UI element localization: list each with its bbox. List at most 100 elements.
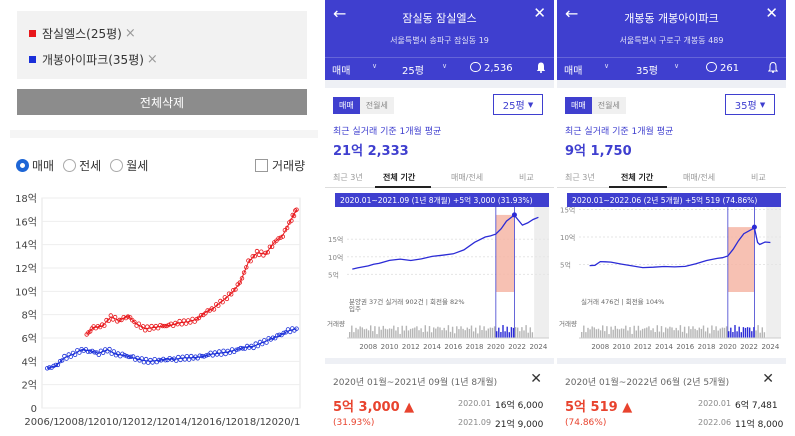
- volume-bar: [367, 330, 370, 338]
- data-point: [132, 319, 137, 325]
- volume-bar: [388, 328, 391, 338]
- volume-bar: [472, 331, 475, 338]
- tab-all-period[interactable]: 전체 기간: [621, 173, 654, 182]
- end-price: 21억 9,000: [495, 420, 544, 430]
- data-point: [221, 348, 226, 353]
- volume-bar: [416, 326, 418, 338]
- deal-type-select[interactable]: 매매: [332, 62, 350, 77]
- volume-bar: [395, 330, 397, 338]
- close-icon[interactable]: ✕: [530, 371, 542, 387]
- data-point: [240, 346, 245, 351]
- data-point: [231, 287, 236, 293]
- size-dropdown[interactable]: 25평 ▼: [493, 94, 543, 115]
- radio-sale[interactable]: 매매: [16, 157, 54, 174]
- volume-bar: [424, 325, 426, 338]
- data-point: [108, 313, 113, 318]
- data-point: [178, 357, 183, 363]
- comments-button[interactable]: 261: [706, 62, 739, 74]
- volume-bar: [589, 329, 591, 338]
- volume-bar: [512, 327, 515, 338]
- data-point: [289, 218, 294, 223]
- data-point: [224, 296, 230, 302]
- volume-bar: [690, 329, 692, 338]
- volume-bar: [508, 332, 510, 338]
- tab-compare[interactable]: 비교: [519, 173, 534, 182]
- segment-sale[interactable]: 매매: [565, 97, 592, 114]
- size-select[interactable]: 35평: [636, 62, 658, 77]
- volume-bar: [451, 326, 454, 338]
- transaction-note: 실거래 476건 | 회전율 104%: [581, 297, 664, 306]
- tab-recent-3y[interactable]: 최근 3년: [333, 173, 363, 182]
- volume-bar: [487, 328, 489, 338]
- volume-bar: [357, 329, 359, 338]
- x-tick-label: 2016/1: [196, 417, 231, 428]
- bell-icon[interactable]: [768, 62, 778, 73]
- back-arrow-icon[interactable]: ←: [565, 4, 579, 23]
- bell-icon[interactable]: [536, 62, 546, 73]
- remove-icon[interactable]: ×: [124, 26, 136, 41]
- tab-sale-jeonse[interactable]: 매매/전세: [451, 173, 484, 182]
- back-arrow-icon[interactable]: ←: [333, 4, 347, 23]
- data-point: [111, 349, 116, 354]
- size-dropdown-value: 25평: [502, 101, 525, 112]
- volume-bar: [456, 326, 458, 338]
- size-select[interactable]: 25평: [402, 62, 424, 77]
- x-tick-label: 2010: [613, 343, 631, 351]
- segment-sale[interactable]: 매매: [333, 97, 360, 114]
- tab-sale-jeonse[interactable]: 매매/전세: [683, 173, 716, 182]
- volume-bar: [740, 332, 742, 338]
- volume-bar: [593, 327, 595, 338]
- close-icon[interactable]: ✕: [533, 4, 546, 22]
- chevron-down-icon[interactable]: ∨: [674, 62, 680, 70]
- data-point: [164, 323, 169, 329]
- radio-jeonse[interactable]: 전세: [63, 157, 101, 174]
- y-tick-label: 10억: [560, 234, 575, 242]
- x-tick-label: 2012: [402, 343, 420, 351]
- price-line: [352, 214, 539, 270]
- volume-bar: [384, 328, 387, 338]
- y-tick-label: 16억: [15, 216, 37, 228]
- close-icon[interactable]: ✕: [765, 4, 778, 22]
- data-point: [68, 354, 73, 359]
- volume-bar: [531, 332, 534, 338]
- tab-recent-3y[interactable]: 최근 3년: [565, 173, 595, 182]
- chevron-down-icon[interactable]: ∨: [442, 62, 448, 70]
- chevron-down-icon[interactable]: ∨: [604, 62, 610, 70]
- volume-bar: [353, 332, 355, 338]
- segment-rent[interactable]: 전월세: [591, 97, 626, 114]
- tab-all-period[interactable]: 전체 기간: [383, 173, 416, 182]
- x-tick-label: 2008/1: [59, 417, 94, 428]
- tab-compare[interactable]: 비교: [751, 173, 766, 182]
- close-icon[interactable]: ✕: [762, 371, 774, 387]
- remove-icon[interactable]: ×: [146, 52, 158, 67]
- volume-bar: [430, 332, 433, 338]
- delete-all-button[interactable]: 전체삭제: [17, 89, 307, 115]
- data-point: [201, 354, 207, 359]
- caret-down-icon: ▼: [759, 100, 766, 109]
- volume-bar: [599, 330, 602, 338]
- size-dropdown[interactable]: 35평 ▼: [725, 94, 775, 115]
- data-point: [216, 303, 221, 308]
- comment-count: 261: [720, 63, 740, 74]
- section-divider: [325, 358, 554, 364]
- volume-bar: [479, 325, 481, 338]
- volume-checkbox[interactable]: 거래량: [255, 157, 305, 174]
- volume-bar: [460, 326, 462, 338]
- x-tick-label: 2018/1: [231, 417, 266, 428]
- volume-bar: [443, 327, 445, 338]
- data-point: [196, 315, 202, 321]
- segment-rent[interactable]: 전월세: [359, 97, 394, 114]
- radio-monthly[interactable]: 월세: [110, 157, 148, 174]
- deal-type-select[interactable]: 매매: [564, 62, 582, 77]
- volume-bar: [489, 327, 492, 338]
- size-value: 25평: [402, 66, 424, 77]
- data-point: [121, 314, 126, 320]
- data-point: [115, 351, 121, 356]
- chevron-down-icon[interactable]: ∨: [372, 62, 378, 70]
- volume-bar: [709, 333, 711, 338]
- volume-bar: [725, 326, 728, 338]
- data-point: [199, 353, 205, 359]
- x-tick-label: 2022: [740, 343, 758, 351]
- comments-button[interactable]: 2,536: [470, 62, 513, 74]
- volume-bar: [696, 330, 698, 338]
